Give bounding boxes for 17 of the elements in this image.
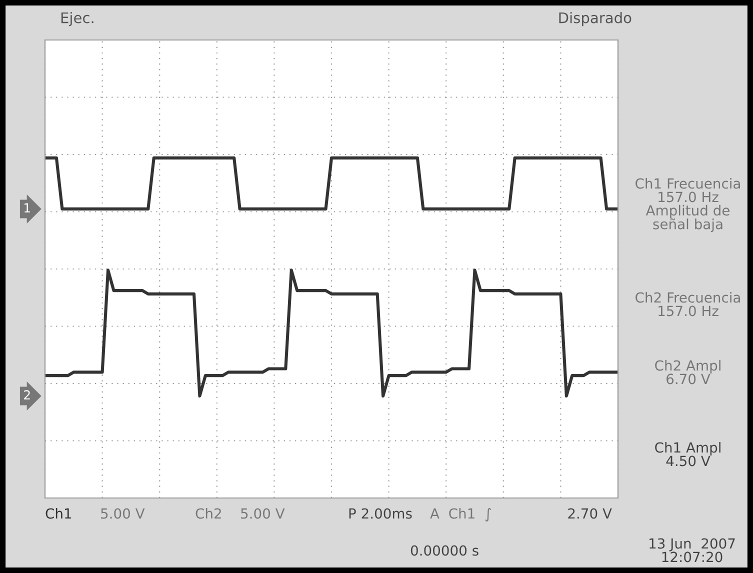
text: Ch2 <box>196 508 221 519</box>
text: Ch1 <box>46 508 72 519</box>
text: 2.70 V <box>568 508 612 519</box>
text: Ch2 Frecuencia 157.0 Hz <box>636 292 740 316</box>
text: 1 <box>24 203 30 212</box>
text: A Ch1 ∫ <box>430 508 491 522</box>
text: Ch2 Ampl 6.70 V <box>655 360 720 384</box>
text: P 2.00ms <box>349 508 412 519</box>
text: Ejec. <box>61 12 94 26</box>
series-label: 2 <box>24 390 30 400</box>
text: 0.00000 s <box>410 545 478 556</box>
text: 5.00 V <box>241 508 285 519</box>
text: Ch1 Ampl 4.50 V <box>655 442 720 466</box>
text: Ch1 Frecuencia 157.0 Hz Amplitud de señal baja <box>636 178 740 232</box>
text: 13 Jun 2007 12:07:20 <box>650 538 735 562</box>
text: 5.00 V <box>101 508 145 519</box>
text: Disparado <box>559 12 632 26</box>
